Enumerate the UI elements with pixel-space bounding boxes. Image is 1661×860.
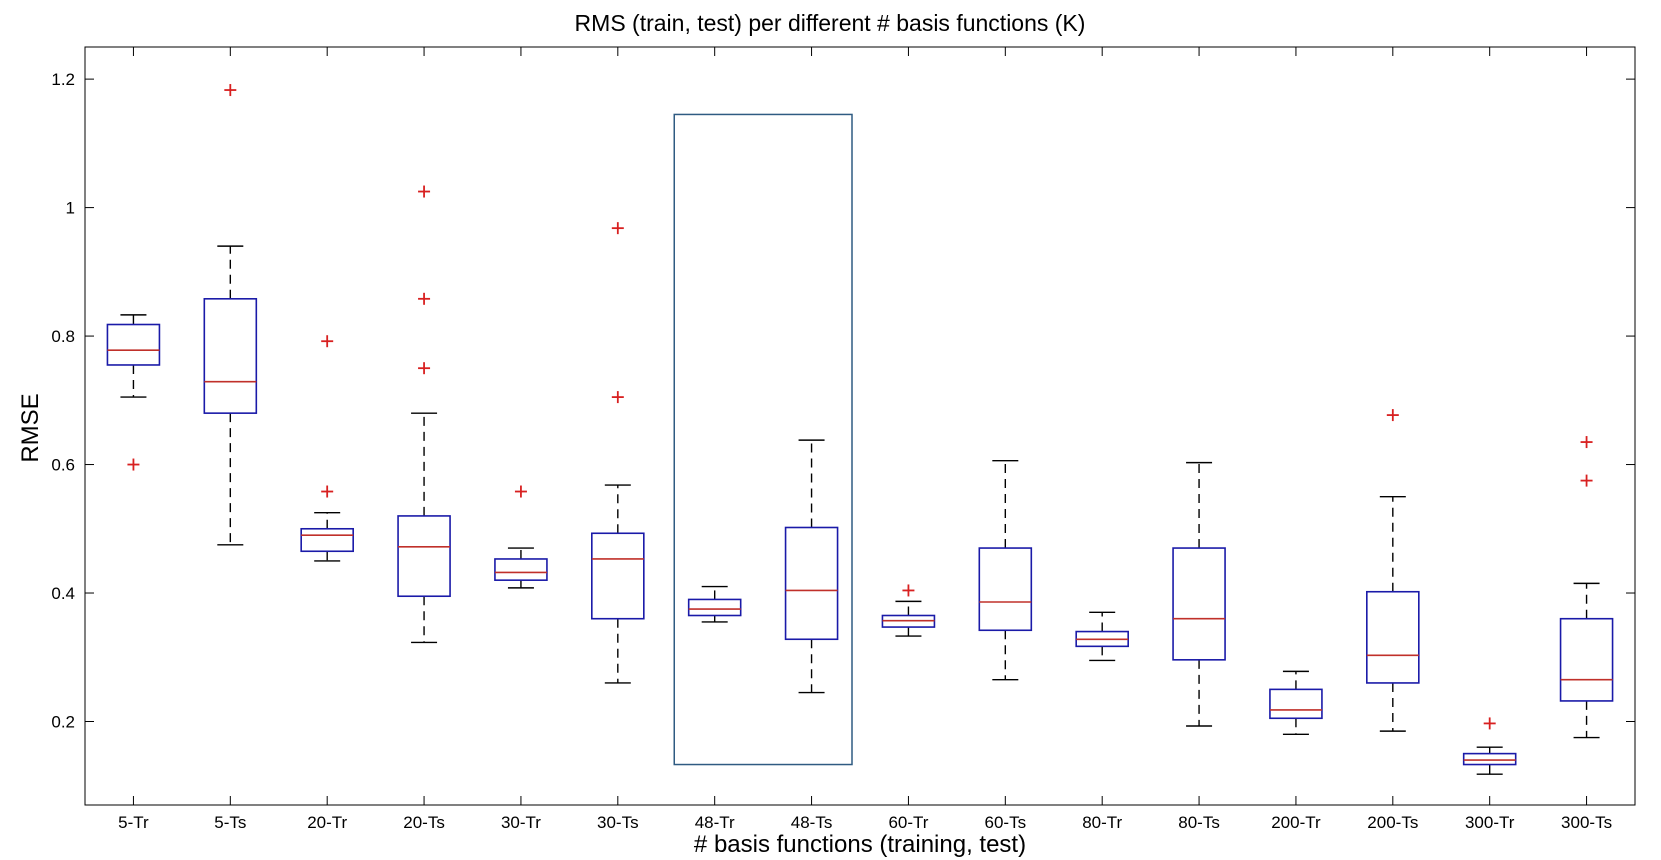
y-tick-label: 0.2	[51, 712, 75, 731]
x-tick-label: 200-Ts	[1367, 813, 1418, 832]
box-80-Tr	[1075, 611, 1129, 662]
iqr-box	[300, 527, 354, 553]
box-300-Ts	[1559, 436, 1614, 739]
iqr-box	[1366, 590, 1420, 684]
x-tick-label: 5-Tr	[118, 813, 149, 832]
iqr-box	[1269, 688, 1323, 720]
y-tick-label: 0.8	[51, 327, 75, 346]
x-tick-label: 200-Tr	[1271, 813, 1321, 832]
highlight-rectangle	[673, 113, 853, 766]
outlier-marker	[418, 362, 431, 375]
outlier-marker	[321, 335, 334, 348]
y-tick-label: 0.4	[51, 584, 75, 603]
y-axis-label: RMSE	[17, 393, 44, 462]
box-20-Ts	[397, 185, 451, 644]
box-5-Tr	[106, 314, 161, 471]
x-tick-label: 20-Ts	[403, 813, 445, 832]
x-axis: 5-Tr 5-Ts 20-Tr 20-Ts 30-Tr 30-Ts 48-Tr 48-Ts 60…	[118, 47, 1612, 832]
box-30-Tr	[494, 485, 548, 589]
outlier-marker	[224, 84, 237, 97]
iqr-box	[978, 547, 1033, 632]
x-tick-label: 20-Tr	[307, 813, 347, 832]
x-tick-label: 80-Tr	[1082, 813, 1122, 832]
x-tick-label: 300-Tr	[1465, 813, 1515, 832]
outlier-marker	[127, 458, 140, 471]
box-200-Tr	[1269, 670, 1323, 736]
chart-title: RMS (train, test) per different # basis …	[575, 10, 1086, 36]
plot-area	[84, 46, 1636, 806]
outlier-marker	[902, 584, 915, 597]
iqr-box	[1172, 547, 1226, 661]
y-axis: 0.2 0.4 0.6 0.8 1 1.2	[51, 70, 1635, 731]
outlier-marker	[514, 485, 527, 498]
x-tick-label: 48-Ts	[791, 813, 833, 832]
iqr-box	[106, 323, 161, 366]
outlier-marker	[418, 185, 431, 198]
outlier-marker	[611, 391, 624, 404]
x-tick-label: 30-Tr	[501, 813, 541, 832]
box-300-Tr	[1462, 717, 1517, 775]
iqr-box	[203, 298, 258, 414]
y-tick-label: 0.6	[51, 456, 75, 475]
iqr-box	[1559, 617, 1614, 702]
x-tick-label: 60-Tr	[888, 813, 928, 832]
outlier-marker	[1386, 409, 1399, 422]
outlier-marker	[611, 222, 624, 235]
outlier-marker	[418, 292, 431, 305]
x-axis-label: # basis functions (training, test)	[694, 831, 1026, 858]
x-tick-label: 48-Tr	[695, 813, 735, 832]
box-5-Ts	[203, 84, 258, 546]
iqr-box	[784, 526, 839, 641]
outlier-marker	[321, 485, 334, 498]
iqr-box	[397, 515, 451, 598]
x-tick-label: 30-Ts	[597, 813, 639, 832]
iqr-box	[494, 558, 548, 581]
x-tick-label: 60-Ts	[985, 813, 1027, 832]
box-30-Ts	[591, 222, 645, 684]
box-series	[106, 84, 1614, 775]
x-tick-label: 5-Ts	[214, 813, 246, 832]
x-tick-label: 80-Ts	[1178, 813, 1220, 832]
iqr-box	[687, 598, 742, 617]
box-48-Tr	[687, 585, 742, 623]
box-60-Tr	[881, 584, 936, 637]
outlier-marker	[1580, 474, 1593, 487]
box-20-Tr	[300, 335, 354, 562]
outlier-marker	[1483, 717, 1496, 730]
x-tick-label: 300-Ts	[1561, 813, 1612, 832]
iqr-box	[591, 532, 645, 620]
outlier-marker	[1580, 436, 1593, 449]
iqr-box	[1462, 752, 1517, 766]
box-200-Ts	[1366, 409, 1420, 732]
y-tick-label: 1	[66, 199, 75, 218]
box-80-Ts	[1172, 461, 1226, 727]
y-tick-label: 1.2	[51, 70, 75, 89]
box-60-Ts	[978, 459, 1033, 681]
box-48-Ts	[784, 439, 839, 694]
